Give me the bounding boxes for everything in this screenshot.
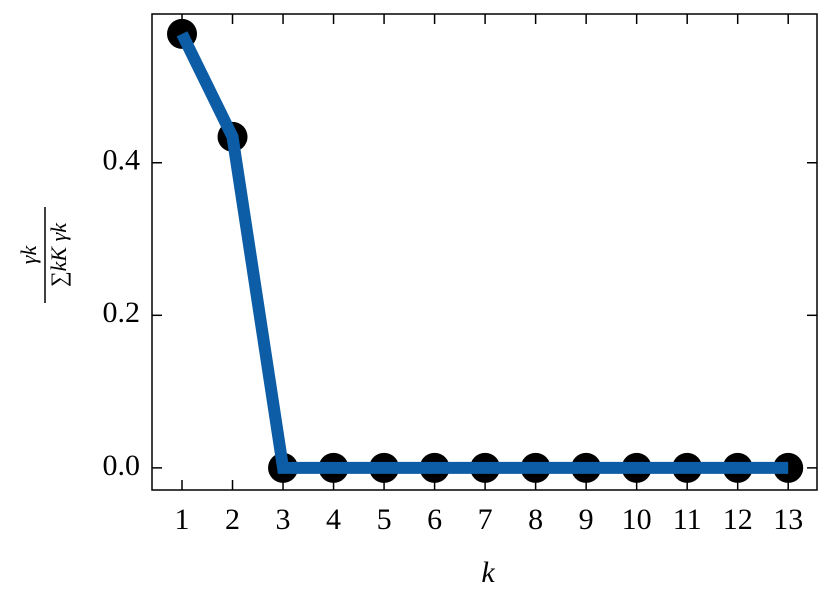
x-tick-label: 12 xyxy=(723,503,753,536)
y-axis-label: γk ∑kK γk xyxy=(16,207,71,303)
x-tick-label: 13 xyxy=(773,503,803,536)
x-tick-label: 6 xyxy=(427,503,442,536)
x-tick-label: 8 xyxy=(528,503,543,536)
x-axis-label: k xyxy=(481,556,495,589)
y-label-numerator: γk xyxy=(16,245,41,265)
x-tick-label: 9 xyxy=(579,503,594,536)
x-tick-label: 5 xyxy=(377,503,392,536)
x-tick-label: 7 xyxy=(478,503,493,536)
x-tick-label: 2 xyxy=(225,503,240,536)
x-tick-label: 11 xyxy=(673,503,702,536)
y-tick-label: 0.0 xyxy=(103,449,141,482)
x-tick-label: 4 xyxy=(326,503,341,536)
x-tick-label: 3 xyxy=(276,503,291,536)
y-tick-label: 0.4 xyxy=(103,144,141,177)
y-tick-label: 0.2 xyxy=(103,296,141,329)
y-label-denominator: ∑kK γk xyxy=(46,222,71,287)
series-line xyxy=(176,31,789,474)
x-tick-label: 10 xyxy=(622,503,652,536)
x-tick-label: 1 xyxy=(175,503,190,536)
